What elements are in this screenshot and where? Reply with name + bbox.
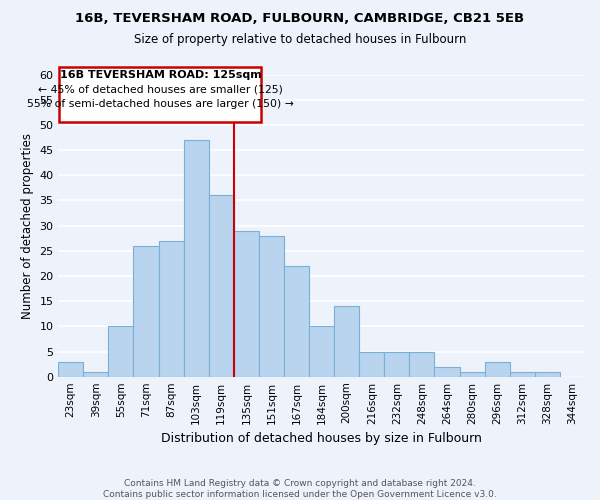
- Bar: [109, 326, 133, 376]
- Bar: [58, 362, 83, 376]
- Bar: [409, 352, 434, 376]
- Bar: [158, 241, 184, 376]
- Text: Size of property relative to detached houses in Fulbourn: Size of property relative to detached ho…: [134, 32, 466, 46]
- Bar: [209, 196, 234, 376]
- FancyBboxPatch shape: [59, 67, 262, 122]
- Text: 16B, TEVERSHAM ROAD, FULBOURN, CAMBRIDGE, CB21 5EB: 16B, TEVERSHAM ROAD, FULBOURN, CAMBRIDGE…: [76, 12, 524, 26]
- Bar: [535, 372, 560, 376]
- Bar: [234, 230, 259, 376]
- Bar: [259, 236, 284, 376]
- Bar: [309, 326, 334, 376]
- Bar: [434, 366, 460, 376]
- Text: Contains public sector information licensed under the Open Government Licence v3: Contains public sector information licen…: [103, 490, 497, 499]
- Bar: [133, 246, 158, 376]
- Text: Contains HM Land Registry data © Crown copyright and database right 2024.: Contains HM Land Registry data © Crown c…: [124, 478, 476, 488]
- Bar: [510, 372, 535, 376]
- Text: 16B TEVERSHAM ROAD: 125sqm: 16B TEVERSHAM ROAD: 125sqm: [59, 70, 262, 80]
- Text: 55% of semi-detached houses are larger (150) →: 55% of semi-detached houses are larger (…: [27, 99, 294, 109]
- Bar: [460, 372, 485, 376]
- Text: ← 45% of detached houses are smaller (125): ← 45% of detached houses are smaller (12…: [38, 84, 283, 94]
- Bar: [83, 372, 109, 376]
- Bar: [334, 306, 359, 376]
- Bar: [359, 352, 385, 376]
- X-axis label: Distribution of detached houses by size in Fulbourn: Distribution of detached houses by size …: [161, 432, 482, 445]
- Bar: [284, 266, 309, 376]
- Bar: [485, 362, 510, 376]
- Bar: [385, 352, 409, 376]
- Bar: [184, 140, 209, 376]
- Y-axis label: Number of detached properties: Number of detached properties: [20, 132, 34, 318]
